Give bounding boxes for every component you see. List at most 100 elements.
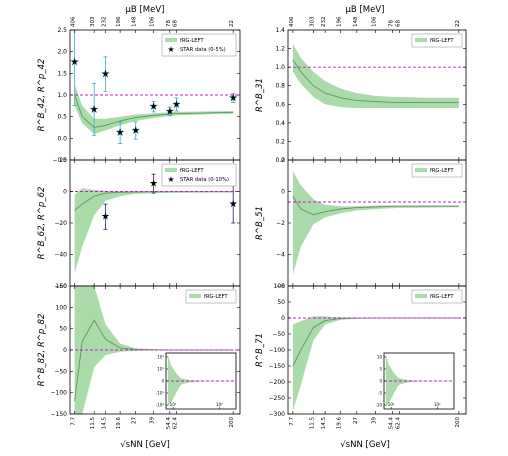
y-tick-label: 0.8 <box>275 83 285 90</box>
inset-y-tick-label: 5 <box>379 367 382 372</box>
legend-entry: STAR data (0-10%) <box>180 177 229 183</box>
legend-box <box>411 289 463 304</box>
y-tick-label: −100 <box>269 347 286 354</box>
bottom-tick-label: 7.7 <box>71 417 77 426</box>
y-tick-label: 1.4 <box>275 27 285 34</box>
frg-curve <box>292 196 459 216</box>
top-tick-label: 303 <box>309 16 315 27</box>
y-tick-label: −2 <box>276 220 285 227</box>
legend-entry: fRG-LEFT <box>204 294 228 300</box>
y-axis-label: R^B_42, R^p_42 <box>37 59 47 132</box>
legend-box <box>411 163 463 178</box>
y-tick-label: 1.5 <box>57 70 67 77</box>
top-tick-label: 148 <box>132 16 138 27</box>
data-point: ★ <box>149 179 158 190</box>
y-axis-label: R^B_62, R^p_62 <box>37 187 47 260</box>
top-tick-label: 406 <box>289 16 295 27</box>
top-tick-label: 196 <box>116 16 122 27</box>
y-tick-label: 1.0 <box>57 92 67 99</box>
y-tick-label: 0.5 <box>57 114 67 121</box>
frg-curve <box>74 94 234 128</box>
y-axis-label: R^B_71 <box>255 333 265 367</box>
y-tick-label: −250 <box>269 395 286 402</box>
legend-swatch <box>165 168 177 172</box>
inset-x-tick-label: 10² <box>434 402 441 407</box>
top-tick-label: 196 <box>336 16 342 27</box>
y-tick-label: −50 <box>54 368 67 375</box>
bottom-tick-label: 27 <box>132 417 138 424</box>
data-point: ★ <box>90 104 99 115</box>
legend-entry: fRG-LEFT <box>430 168 454 174</box>
legend-swatch <box>415 38 427 42</box>
bottom-tick-label: 54.4 <box>166 417 172 430</box>
data-point: ★ <box>165 106 174 117</box>
inset-y-tick-label: -10¹ <box>156 391 165 396</box>
inset-y-tick-label: -10 <box>375 403 382 408</box>
legend-entry: fRG-LEFT <box>180 168 204 174</box>
panel-bottom-right: −300−250−200−150−100−50050100R^B_71fRG-L… <box>255 283 467 430</box>
inset-y-tick-label: -5 <box>378 391 382 396</box>
bottom-tick-label: 54.4 <box>389 417 395 430</box>
legend-marker: ★ <box>167 175 174 184</box>
bottom-tick-label: 62.4 <box>396 417 402 430</box>
y-tick-label: 100 <box>274 283 286 290</box>
y-tick-label: 0.6 <box>275 101 285 108</box>
bottom-tick-label: 62.4 <box>172 417 178 430</box>
y-tick-label: −4 <box>276 252 285 259</box>
y-tick-label: −40 <box>54 252 67 259</box>
uncertainty-band <box>74 188 234 274</box>
panel-top-right: 0.0 0.2 0.4 0.6 0.8 1.0 1.2 1.4 R^B_31 fRG-LEFT 40… <box>255 16 467 164</box>
data-point: ★ <box>70 57 79 68</box>
inset-x-tick-label: 10¹ <box>170 402 177 407</box>
inset-y-tick-label: 10 <box>377 355 383 360</box>
y-tick-label: 50 <box>59 326 67 333</box>
bottom-tick-label: 7.7 <box>289 417 295 426</box>
y-tick-label: 1.2 <box>275 46 285 53</box>
legend-entry: fRG-LEFT <box>180 38 204 44</box>
y-tick-label: 50 <box>277 299 285 306</box>
bottom-axis-label-right: √sNN [GeV] <box>340 440 390 450</box>
y-tick-label: −200 <box>269 379 286 386</box>
panel-middle-left: ★ ★ ★ −60 −40 −20 0 20 R^B_62, R^p_62 fRG-LEFT ★ ST… <box>37 157 241 290</box>
frg-curve <box>292 317 459 367</box>
legend-swatch <box>165 38 177 42</box>
legend-marker: ★ <box>167 45 174 54</box>
y-tick-label: 0 <box>63 347 67 354</box>
bottom-tick-label: 19.6 <box>116 417 122 430</box>
uncertainty-band <box>292 171 459 275</box>
y-axis-label: R^B_82, R^p_82 <box>37 314 47 387</box>
bottom-tick-label: 27 <box>353 417 359 424</box>
data-point: ★ <box>116 128 125 139</box>
y-tick-label: 100 <box>56 304 68 311</box>
legend-entry: fRG-LEFT <box>430 38 454 44</box>
top-tick-label: 406 <box>71 16 77 27</box>
legend-entry: fRG-LEFT <box>430 294 454 300</box>
inset-bottom-left: 10³ 10¹ 0 -10¹ -10³ 10¹ 10² <box>156 352 237 410</box>
inset-y-tick-label: 0 <box>379 379 382 384</box>
bottom-tick-label: 39 <box>372 417 378 424</box>
top-axis-label-right: μB [MeV] <box>346 5 385 15</box>
y-tick-label: −50 <box>272 331 285 338</box>
top-tick-label: 68 <box>172 20 178 27</box>
bottom-tick-label: 39 <box>150 417 156 424</box>
uncertainty-band <box>292 316 459 411</box>
data-point: ★ <box>101 69 110 80</box>
top-tick-label: 106 <box>150 16 156 27</box>
y-tick-label: −150 <box>269 363 286 370</box>
inset-bottom-right: 10 5 0 -5 -10 10¹ 10² <box>375 352 455 410</box>
bottom-tick-label: 200 <box>455 417 461 428</box>
data-point: ★ <box>101 212 110 223</box>
frg-curve <box>74 191 234 211</box>
panel-bottom-left: −150 −100 −50 0 50 100 150 R^B_82, R^p_82 fRG-LE… <box>37 283 241 430</box>
inset-x-tick-label: 10² <box>216 402 223 407</box>
top-tick-label: 22 <box>229 20 235 27</box>
y-tick-label: −6 <box>276 283 285 290</box>
bottom-tick-label: 200 <box>229 417 235 428</box>
y-tick-label: 20 <box>59 157 67 164</box>
top-tick-label: 232 <box>101 17 107 28</box>
top-tick-label: 68 <box>396 20 402 27</box>
y-tick-label: 0.4 <box>275 120 285 127</box>
data-point: ★ <box>172 100 181 111</box>
inset-x-tick-label: 10¹ <box>388 402 395 407</box>
